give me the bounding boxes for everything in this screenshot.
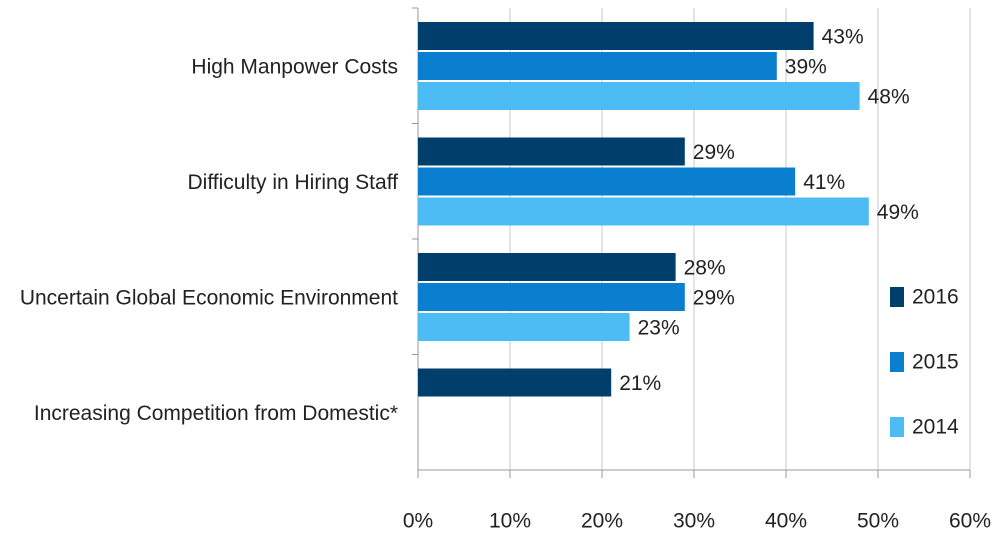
value-label: 41% <box>803 171 845 194</box>
legend-label: 2014 <box>912 416 959 439</box>
value-label: 48% <box>868 86 910 109</box>
value-label: 43% <box>822 26 864 49</box>
bar <box>418 368 612 397</box>
x-tick-label: 30% <box>673 510 715 533</box>
bar <box>418 283 685 311</box>
legend-swatch <box>890 417 904 437</box>
bar <box>418 313 630 341</box>
bar <box>418 82 860 110</box>
legend-label: 2016 <box>912 286 959 309</box>
bar <box>418 22 814 50</box>
value-label: 29% <box>693 141 735 164</box>
x-tick-label: 10% <box>489 510 531 533</box>
value-label: 28% <box>684 257 726 280</box>
legend-swatch <box>890 352 904 372</box>
x-tick-label: 50% <box>857 510 899 533</box>
bar <box>418 197 869 226</box>
y-tick-label: High Manpower Costs <box>191 55 398 78</box>
x-tick-label: 20% <box>581 510 623 533</box>
y-tick-label: Difficulty in Hiring Staff <box>188 171 399 194</box>
y-tick-label: Uncertain Global Economic Environment <box>20 286 398 309</box>
value-label: 21% <box>619 372 661 395</box>
y-tick-label: Increasing Competition from Domestic* <box>34 402 398 425</box>
value-label: 39% <box>785 56 827 79</box>
value-label: 29% <box>693 287 735 310</box>
x-tick-label: 0% <box>403 510 433 533</box>
bar <box>418 253 676 281</box>
bar <box>418 137 685 166</box>
x-tick-label: 60% <box>949 510 991 533</box>
bar <box>418 167 796 196</box>
x-tick-label: 40% <box>765 510 807 533</box>
legend-swatch <box>890 287 904 307</box>
value-label: 49% <box>877 201 919 224</box>
bar <box>418 52 777 80</box>
value-label: 23% <box>638 317 680 340</box>
legend-label: 2015 <box>912 351 959 374</box>
